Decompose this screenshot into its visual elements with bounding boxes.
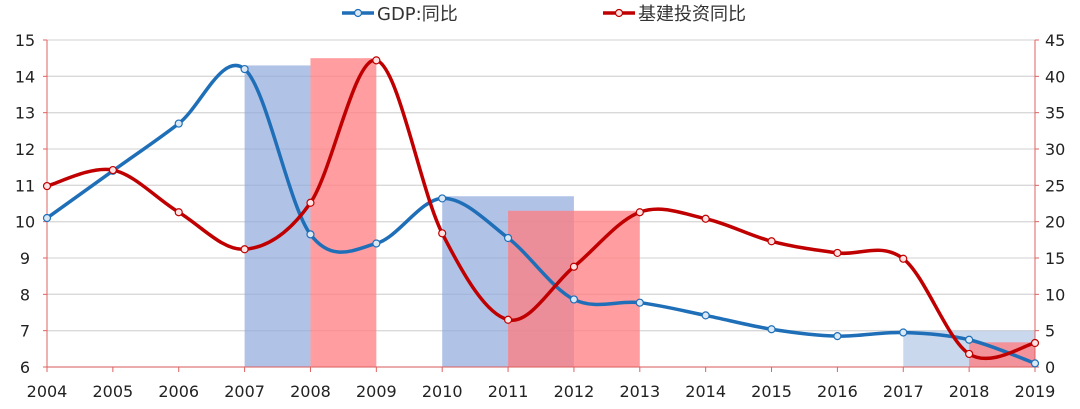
data-point-gdp [372, 239, 381, 248]
data-point-gdp [701, 311, 710, 320]
data-point-infra [767, 237, 776, 246]
data-point-gdp [569, 295, 579, 304]
data-point-gdp [503, 233, 513, 243]
data-point-infra [306, 198, 315, 207]
legend-item-gdp: GDP:同比 [342, 4, 458, 25]
shaded-region [310, 58, 377, 368]
y-left-tick-label: 15 [15, 31, 35, 50]
data-point-gdp [306, 230, 315, 239]
y-right-tick-label: 5 [1045, 322, 1055, 341]
x-tick-label: 2014 [685, 382, 726, 401]
legend: GDP:同比 基建投资同比 [342, 4, 746, 25]
data-point-gdp [438, 194, 447, 203]
y-right-tick-label: 0 [1045, 358, 1055, 377]
x-tick-label: 2012 [554, 382, 595, 401]
x-tick-label: 2005 [93, 382, 134, 401]
y-left-tick-label: 10 [15, 213, 35, 232]
y-left-tick-label: 14 [15, 67, 35, 86]
legend-label-infra: 基建投资同比 [638, 4, 746, 25]
legend-item-infra: 基建投资同比 [603, 4, 746, 25]
y-right-tick-label: 10 [1045, 285, 1065, 304]
y-right-tick-label: 30 [1045, 140, 1065, 159]
data-point-gdp [767, 325, 776, 334]
data-point-gdp [965, 335, 974, 344]
y-right-tick-label: 15 [1045, 249, 1065, 268]
x-tick-label: 2015 [751, 382, 792, 401]
data-point-gdp [1030, 359, 1040, 368]
legend-label-gdp: GDP:同比 [377, 4, 458, 25]
data-point-infra [240, 245, 249, 254]
x-tick-label: 2011 [488, 382, 529, 401]
y-right-tick-label: 20 [1045, 213, 1065, 232]
x-tick-label: 2006 [158, 382, 199, 401]
y-left-tick-label: 12 [15, 140, 35, 159]
x-tick-label: 2004 [27, 382, 68, 401]
y-right-tick-label: 35 [1045, 104, 1065, 123]
data-point-infra [833, 248, 842, 258]
data-point-infra [635, 208, 644, 217]
tick-labels: 2004 2005 2006 2007 2008 2009 2010 2011 2012 2013… [15, 31, 1066, 401]
y-left-tick-label: 6 [20, 358, 30, 377]
data-point-infra [174, 208, 183, 217]
x-tick-label: 2019 [1015, 382, 1056, 401]
data-point-infra [899, 254, 908, 263]
data-point-gdp [42, 213, 52, 223]
y-left-tick-label: 9 [20, 249, 30, 268]
data-point-infra [569, 262, 579, 271]
y-right-tick-label: 45 [1045, 31, 1065, 50]
data-point-gdp [174, 119, 183, 128]
data-point-infra [108, 165, 117, 175]
data-point-gdp [635, 298, 644, 307]
x-tick-label: 2007 [224, 382, 265, 401]
x-tick-label: 2013 [619, 382, 660, 401]
y-left-tick-label: 11 [15, 176, 35, 195]
y-left-tick-label: 7 [20, 322, 30, 341]
x-tick-label: 2009 [356, 382, 397, 401]
data-point-infra [438, 229, 447, 238]
series-lines [42, 56, 1040, 368]
data-point-infra [701, 214, 710, 223]
shaded-region [508, 210, 640, 367]
data-point-infra [965, 349, 974, 359]
data-point-gdp [899, 328, 908, 337]
x-tick-label: 2008 [290, 382, 331, 401]
data-point-infra [42, 181, 52, 191]
data-point-infra [1030, 338, 1040, 348]
y-left-tick-label: 13 [15, 104, 35, 123]
data-point-infra [503, 315, 513, 324]
data-point-gdp [833, 332, 842, 341]
y-left-tick-label: 8 [20, 285, 30, 304]
x-tick-label: 2018 [949, 382, 990, 401]
x-tick-label: 2017 [883, 382, 924, 401]
y-right-tick-label: 40 [1045, 67, 1065, 86]
axes [43, 39, 1039, 372]
data-point-infra [372, 56, 381, 65]
x-tick-label: 2016 [817, 382, 858, 401]
y-right-tick-label: 25 [1045, 176, 1065, 195]
data-point-gdp [240, 64, 249, 74]
x-tick-label: 2010 [422, 382, 463, 401]
